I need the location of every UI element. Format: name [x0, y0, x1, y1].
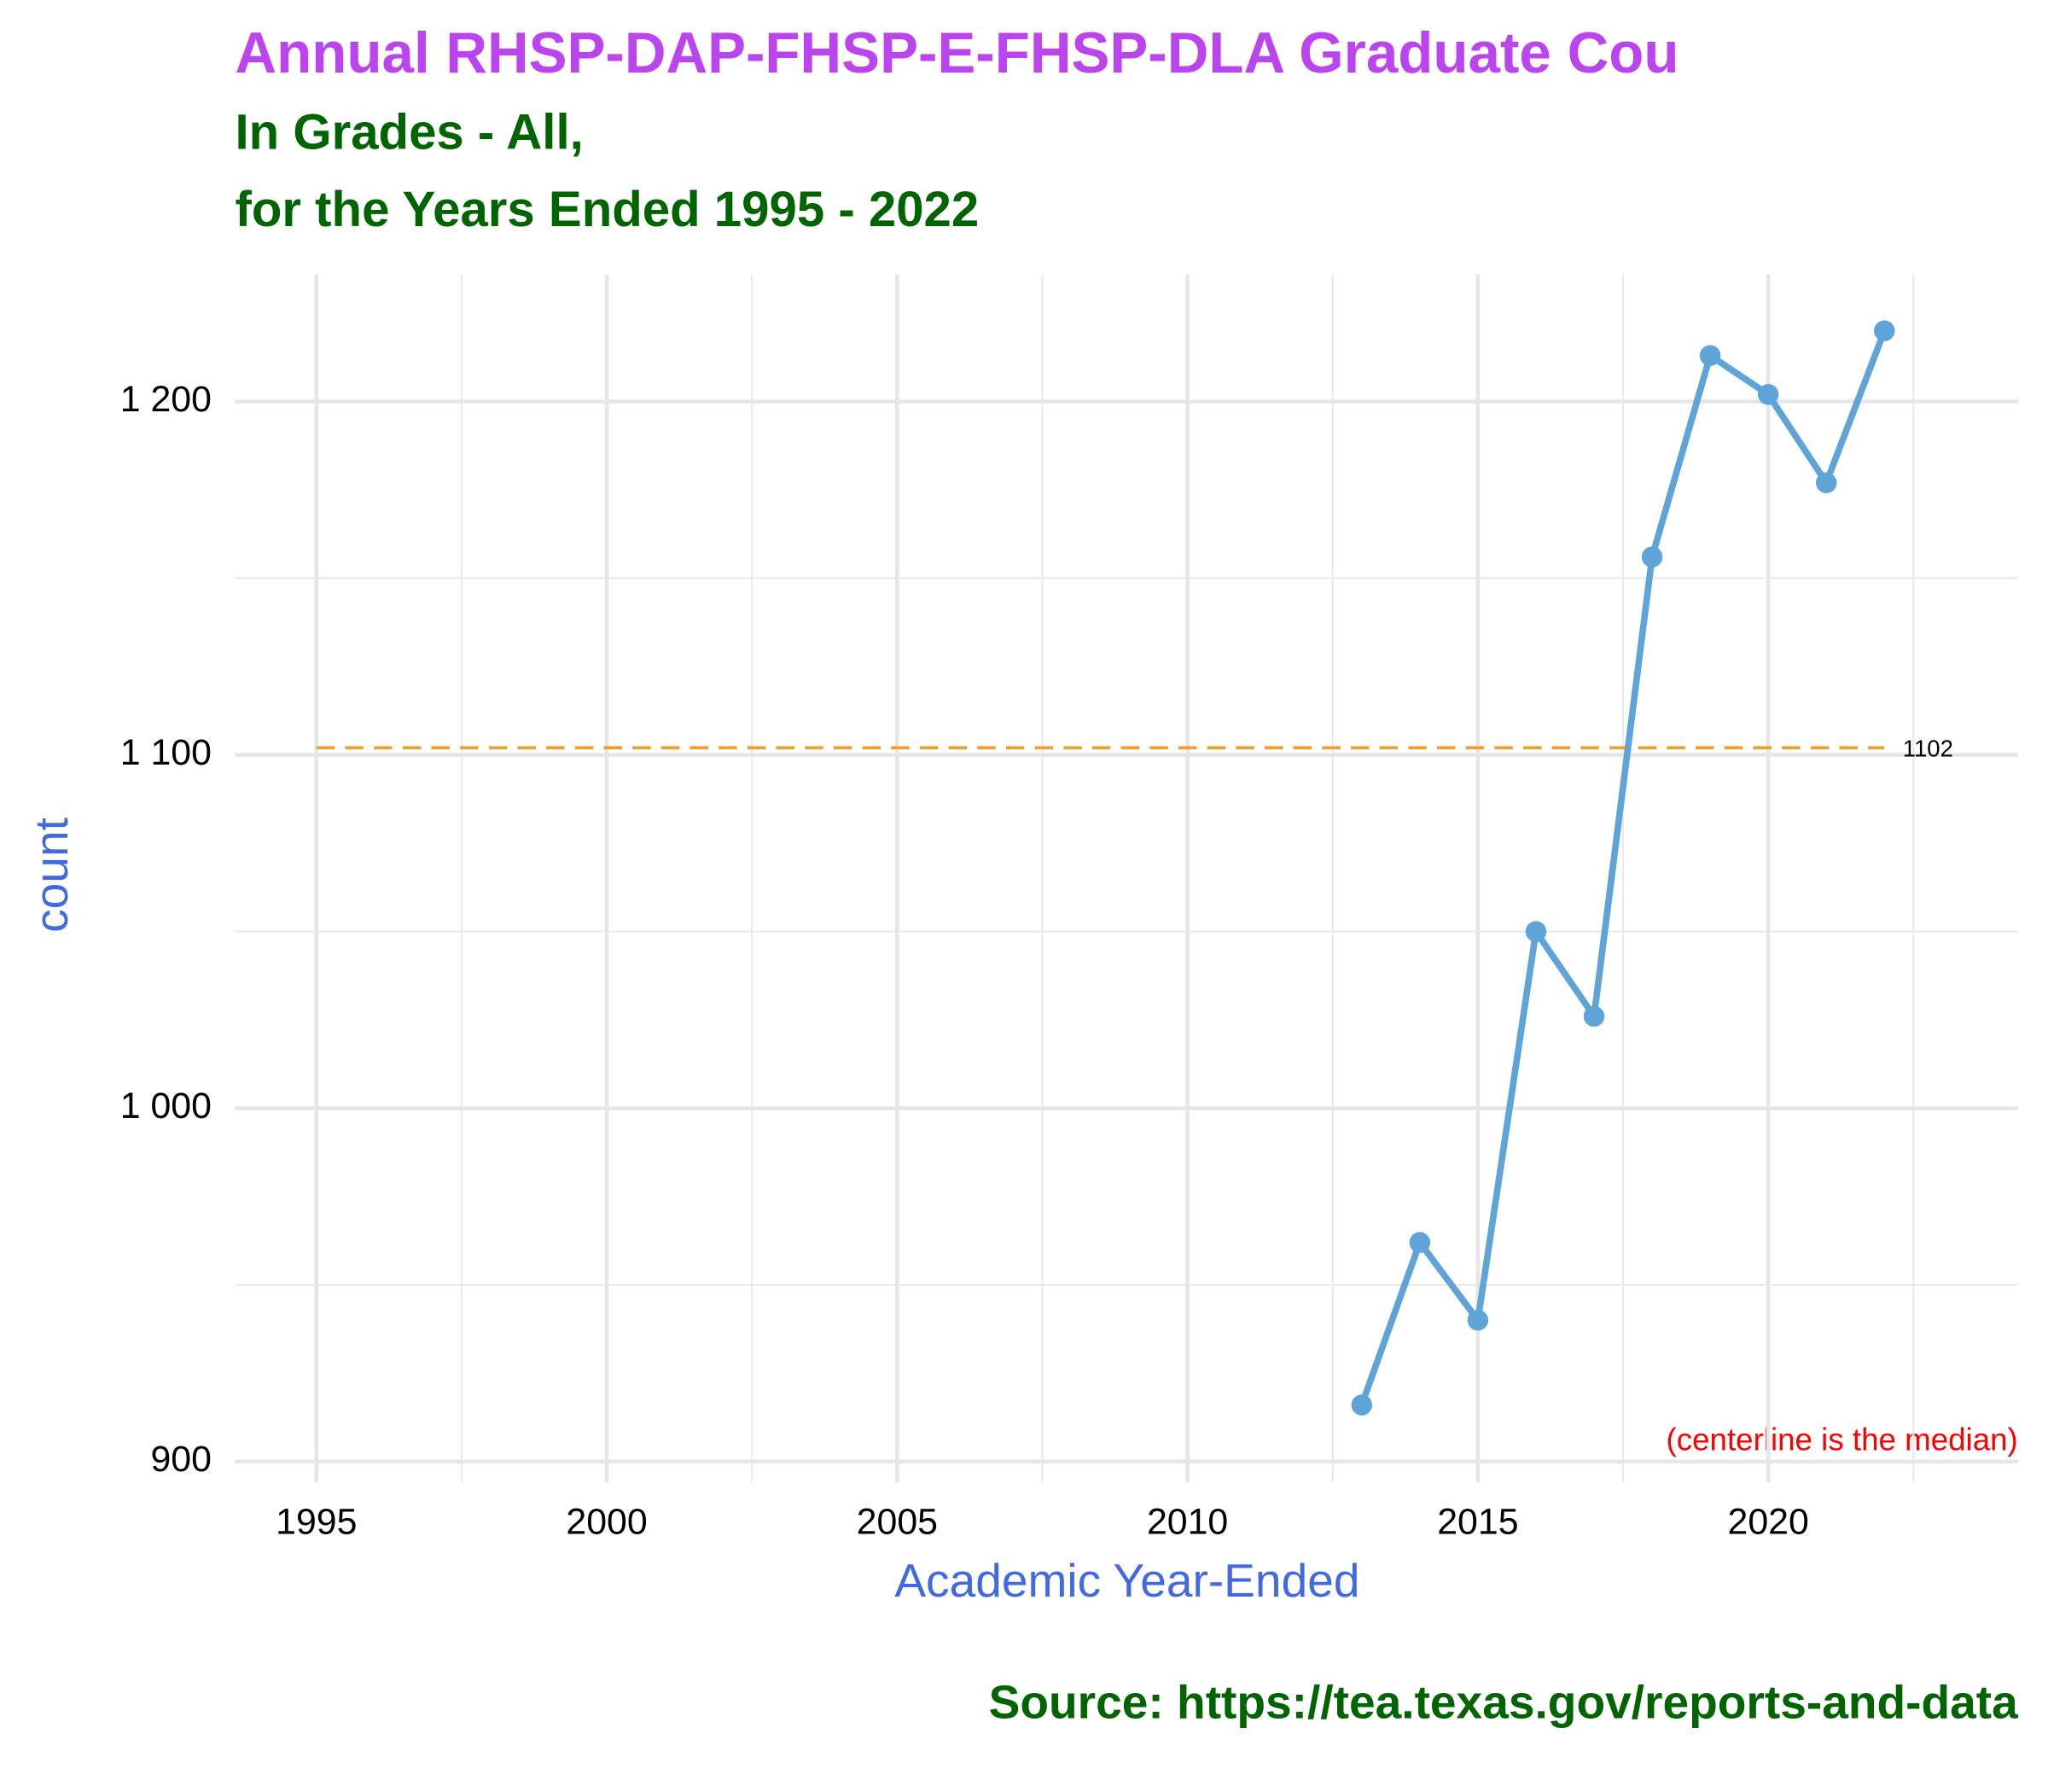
data-point	[1699, 345, 1721, 366]
x-tick-label: 2020	[1728, 1502, 1809, 1543]
y-tick-label: 1 100	[120, 732, 212, 773]
data-point	[1525, 921, 1547, 942]
data-point	[1409, 1231, 1431, 1254]
data-point	[1467, 1309, 1489, 1331]
x-tick-label: 2000	[566, 1502, 647, 1543]
caption: Source: https://tea.texas.gov/reports-an…	[989, 1676, 2019, 1729]
data-point	[1351, 1394, 1373, 1416]
median-label: 1102	[1903, 736, 1953, 762]
x-axis-label: Academic Year-Ended	[894, 1554, 1359, 1607]
x-tick-label: 2015	[1437, 1502, 1518, 1543]
annotation: (centerline is the median)	[1667, 1422, 2018, 1457]
x-tick-label: 2010	[1147, 1502, 1228, 1543]
x-tick-label: 1995	[276, 1502, 357, 1543]
data-line	[1359, 329, 1888, 1406]
x-tick-label: 2005	[857, 1502, 938, 1543]
data-point	[1757, 383, 1779, 405]
y-tick-label: 1 200	[120, 379, 212, 420]
y-tick-label: 900	[150, 1439, 211, 1480]
data-point	[1815, 472, 1837, 493]
chart-subtitle: In Grades - All,	[236, 105, 584, 160]
data-point	[1641, 546, 1663, 567]
data-point	[1583, 1005, 1605, 1027]
y-axis-label: count	[25, 817, 78, 933]
chart-title: Annual RHSP-DAP-FHSP-E-FHSP-DLA Graduate…	[236, 21, 1679, 85]
data-point	[1874, 320, 1895, 341]
y-tick-label: 1 000	[120, 1085, 212, 1126]
chart-subtitle: for the Years Ended 1995 - 2022	[236, 182, 980, 237]
